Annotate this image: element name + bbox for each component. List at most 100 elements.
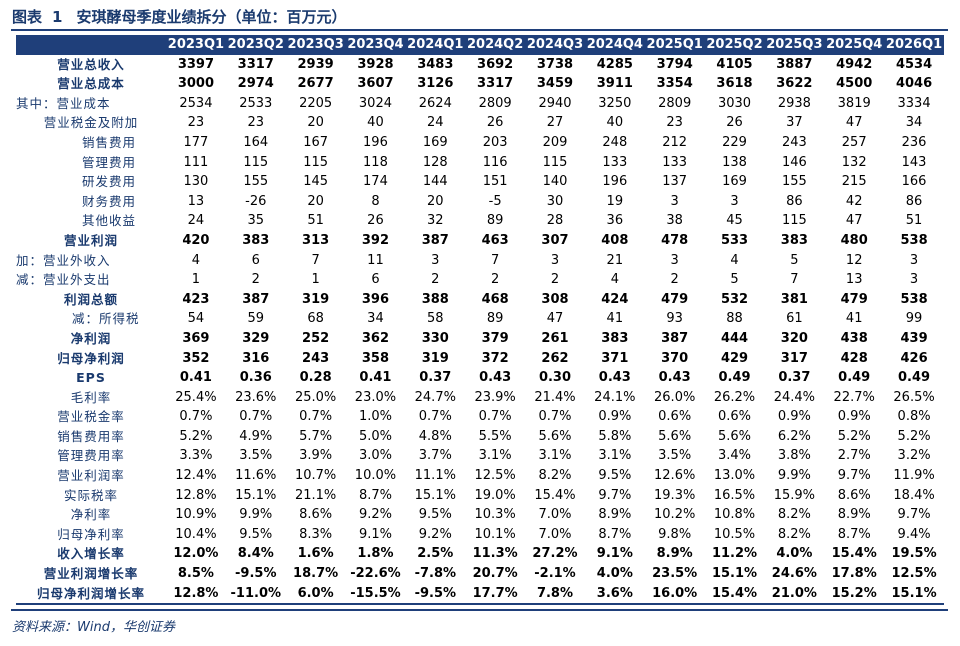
table-cell: 19.3% <box>654 487 696 503</box>
table-cell: 8.7% <box>358 487 392 503</box>
table-cell: 3.6% <box>584 583 645 606</box>
table-cell: 12.5% <box>474 468 516 484</box>
table-row: 毛利率 25.4% 23.6% 25.0% 23.0% 24.7% 23.9% 21.4% 24… <box>16 388 944 408</box>
table-cell: 27.2% <box>532 546 578 562</box>
table-cell: 0.6% <box>718 409 752 425</box>
table-cell: 21.4% <box>534 389 576 405</box>
table-cell: 59 <box>247 311 265 327</box>
table-cell: 133 <box>602 154 628 170</box>
table-cell: 0.37 <box>778 370 811 386</box>
row-label: 营业税金及附加 <box>43 115 139 131</box>
table-cell: 9.7% <box>598 487 632 503</box>
table-cell: 41 <box>845 311 863 327</box>
row-label: 减：营业外支出 <box>16 272 111 288</box>
table-cell: 203 <box>482 134 508 150</box>
table-row: 归母净利润增长率 12.8% -11.0% 6.0% -15.5% -9.5% 17.7% 7… <box>16 583 944 606</box>
table-cell: 41 <box>606 311 624 327</box>
table-cell: 2938 <box>777 95 811 111</box>
table-cell: 5.7% <box>299 428 333 444</box>
table-cell: -9.5% <box>235 566 277 582</box>
table-cell: 40 <box>606 115 624 131</box>
table-cell: 5.6% <box>718 428 752 444</box>
table-cell: -5 <box>488 193 502 209</box>
table-cell: 164 <box>243 134 269 150</box>
table-cell: 8.3% <box>299 526 333 542</box>
table-cell: 387 <box>242 291 270 307</box>
table-cell: 387 <box>421 232 449 248</box>
table-cell: 24.7% <box>414 389 456 405</box>
table-cell: 7.0% <box>538 526 572 542</box>
table-cell: 9.7% <box>837 468 871 484</box>
table-cell: 1.6% <box>297 546 334 562</box>
table-cell: 9.2% <box>358 507 392 523</box>
table-cell: 115 <box>243 154 269 170</box>
table-cell: 248 <box>602 134 628 150</box>
table-cell: 15.9% <box>773 487 816 503</box>
table-cell: 12.8% <box>175 487 217 503</box>
table-cell: 54 <box>187 311 205 327</box>
row-label: 毛利率 <box>70 389 112 405</box>
table-cell: 3354 <box>656 76 693 92</box>
table-cell: 116 <box>482 154 508 170</box>
table-row: 利润总额 423 387 319 396 388 468 308 424 479 532 381 479… <box>16 290 944 310</box>
row-label: 归母净利率 <box>57 526 125 542</box>
table-cell: 0.49 <box>898 370 931 386</box>
table-cell: 15.4% <box>704 583 765 606</box>
table-cell: 19.5% <box>891 546 937 562</box>
table-cell: 3887 <box>776 56 813 72</box>
table-cell: 329 <box>242 330 270 346</box>
table-cell: 0.7% <box>538 409 572 425</box>
column-header: 2025Q1 <box>644 35 705 55</box>
table-cell: 3794 <box>656 56 693 72</box>
table-cell: 10.2% <box>654 507 696 523</box>
table-cell: 3738 <box>536 56 574 72</box>
table-cell: 3 <box>730 193 739 209</box>
table-cell: 11 <box>367 252 384 268</box>
column-header: 2025Q2 <box>704 35 765 55</box>
table-cell: 3.4% <box>718 448 752 464</box>
table-cell: 20 <box>427 193 444 209</box>
table-cell: 4 <box>730 252 739 268</box>
table-cell: 11.6% <box>235 468 277 484</box>
table-cell: 3 <box>670 252 679 268</box>
table-cell: 6.0% <box>285 583 346 606</box>
table-cell: 3317 <box>477 76 514 92</box>
table-cell: 12 <box>845 252 863 268</box>
table-row: EPS 0.41 0.36 0.28 0.41 0.37 0.43 0.30 0.43 0.43 0… <box>16 368 944 388</box>
table-cell: 4285 <box>596 56 633 72</box>
table-row: 营业税金率 0.7% 0.7% 0.7% 1.0% 0.7% 0.7% 0.7% 0.9% 0.6… <box>16 407 944 427</box>
table-cell: 24 <box>427 115 444 131</box>
table-cell: 2809 <box>478 95 512 111</box>
table-cell: 10.0% <box>354 468 397 484</box>
table-cell: 307 <box>541 232 569 248</box>
table-cell: 0.9% <box>837 409 871 425</box>
table-cell: 6 <box>251 252 260 268</box>
table-cell: 0.7% <box>478 409 512 425</box>
row-label: 销售费用 <box>82 134 137 150</box>
table-cell: 7.8% <box>525 583 585 606</box>
table-cell: 2939 <box>297 56 334 72</box>
table-cell: 88 <box>726 311 743 327</box>
table-cell: 2809 <box>658 95 692 111</box>
table-cell: 20 <box>307 115 324 131</box>
table-cell: 8.2% <box>777 507 811 523</box>
table-cell: 140 <box>542 174 568 190</box>
row-label: 财务费用 <box>82 193 137 209</box>
table-cell: 3607 <box>357 76 394 92</box>
table-cell: 3.1% <box>478 448 512 464</box>
table-cell: 2974 <box>237 76 274 92</box>
table-cell: 15.1% <box>235 487 277 503</box>
table-cell: 3819 <box>837 95 871 111</box>
table-cell: 6 <box>371 272 380 288</box>
column-header: 2023Q2 <box>225 35 286 55</box>
table-cell: 24.6% <box>771 566 817 582</box>
table-cell: 133 <box>662 154 688 170</box>
table-cell: 4.9% <box>239 428 273 444</box>
table-cell: 0.41 <box>179 370 212 386</box>
table-cell: 8.5% <box>177 566 214 582</box>
table-cell: 137 <box>662 174 688 190</box>
table-cell: 13.0% <box>713 468 756 484</box>
table-row: 归母净利润 352 316 243 358 319 372 262 371 370 429 317 42… <box>16 349 944 369</box>
table-cell: 21.0% <box>764 583 825 606</box>
table-cell: 0.30 <box>538 370 572 386</box>
